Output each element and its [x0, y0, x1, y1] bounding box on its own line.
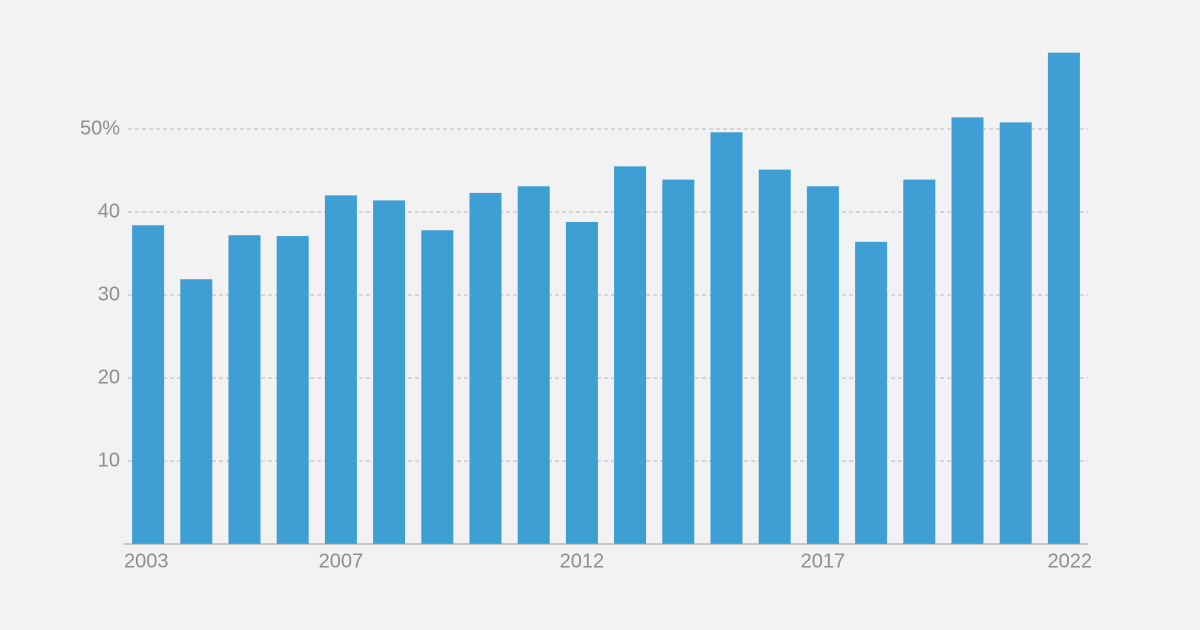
bar	[132, 225, 165, 544]
x-tick-label: 2017	[801, 550, 846, 572]
bar	[517, 186, 550, 544]
bar	[421, 230, 454, 544]
bar	[999, 122, 1032, 545]
x-tick-label: 2022	[1048, 550, 1093, 572]
bar	[806, 186, 839, 544]
bar	[903, 179, 936, 544]
bar	[951, 117, 984, 544]
y-tick-label: 30	[98, 283, 120, 305]
bar	[565, 221, 598, 544]
x-tick-label: 2012	[560, 550, 605, 572]
bar	[469, 192, 502, 544]
bar	[276, 236, 309, 544]
bar	[758, 169, 791, 545]
bar	[855, 241, 888, 544]
y-tick-label: 50%	[80, 117, 120, 139]
y-tick-label: 10	[98, 449, 120, 471]
bar	[180, 279, 213, 544]
x-tick-label: 2007	[319, 550, 364, 572]
bar	[710, 132, 743, 544]
bar	[324, 195, 357, 544]
y-tick-label: 40	[98, 200, 120, 222]
bar	[614, 166, 647, 544]
bar	[373, 200, 406, 544]
y-tick-label: 20	[98, 366, 120, 388]
bar	[1047, 52, 1080, 544]
bar	[662, 179, 695, 544]
x-tick-label: 2003	[124, 550, 169, 572]
bar	[228, 235, 261, 545]
